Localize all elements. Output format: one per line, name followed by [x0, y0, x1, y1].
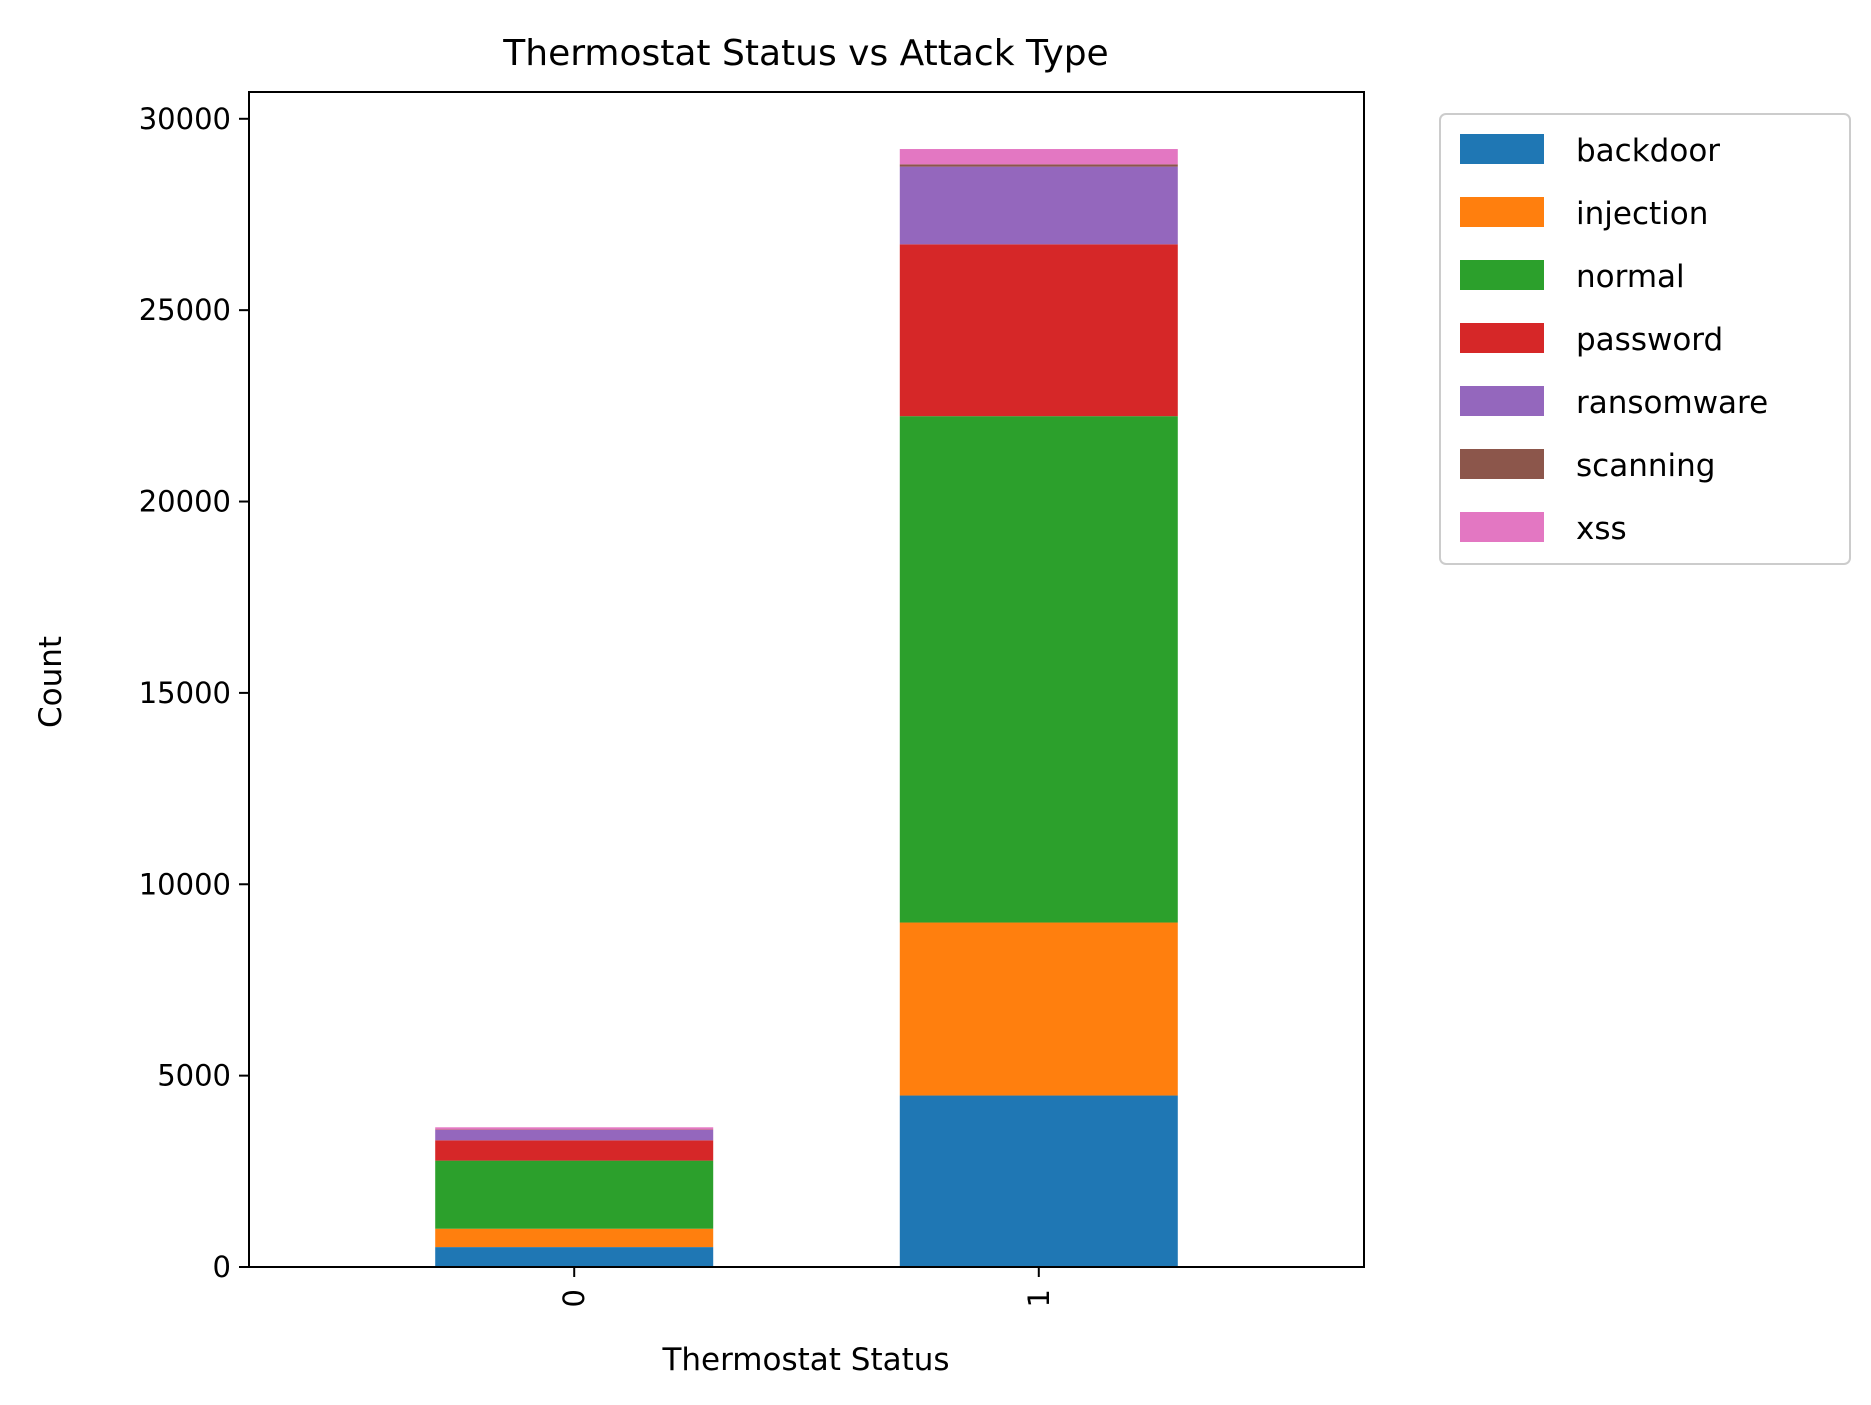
legend-label-normal: normal	[1576, 259, 1685, 295]
legend-swatch-scanning	[1460, 449, 1544, 479]
bar-ransomware-0	[435, 1129, 714, 1141]
legend-label-scanning: scanning	[1576, 448, 1715, 484]
legend-label-injection: injection	[1576, 196, 1708, 232]
chart-title: Thermostat Status vs Attack Type	[502, 33, 1108, 74]
bar-password-0	[435, 1140, 714, 1161]
legend-swatch-xss	[1460, 512, 1544, 542]
legend-label-backdoor: backdoor	[1576, 133, 1720, 169]
y-tick-label-15000: 15000	[139, 676, 231, 710]
y-tick-label-20000: 20000	[139, 485, 231, 519]
legend-label-xss: xss	[1576, 511, 1627, 547]
legend-swatch-ransomware	[1460, 386, 1544, 416]
bar-backdoor-1	[899, 1095, 1178, 1267]
bar-normal-1	[899, 416, 1178, 923]
legend-swatch-normal	[1460, 260, 1544, 290]
y-tick-label-0: 0	[213, 1250, 231, 1284]
legend-label-password: password	[1576, 322, 1723, 358]
y-tick-label-25000: 25000	[139, 293, 231, 327]
y-tick-label-30000: 30000	[139, 102, 231, 136]
bar-backdoor-0	[435, 1247, 714, 1267]
bar-ransomware-1	[899, 166, 1178, 245]
x-tick-label-0: 0	[557, 1289, 591, 1307]
bar-scanning-1	[899, 164, 1178, 167]
bar-xss-1	[899, 149, 1178, 165]
bar-password-1	[899, 244, 1178, 417]
y-axis-title: Count	[33, 636, 69, 728]
legend-swatch-backdoor	[1460, 134, 1544, 164]
y-axis: 0 5000 10000 15000 20000 25000 30000	[139, 102, 249, 1284]
bars-layer	[435, 149, 1178, 1267]
plot-frame	[248, 91, 1365, 1268]
legend: backdoor injection normal password ransomwar…	[1439, 113, 1851, 565]
y-tick-label-5000: 5000	[157, 1059, 231, 1093]
x-axis-title: Thermostat Status	[661, 1342, 949, 1378]
legend-swatch-injection	[1460, 197, 1544, 227]
x-tick-label-1: 1	[1022, 1289, 1056, 1307]
legend-swatch-password	[1460, 323, 1544, 353]
bar-xss-0	[435, 1127, 714, 1130]
legend-label-ransomware: ransomware	[1576, 385, 1768, 421]
y-tick-label-10000: 10000	[139, 867, 231, 901]
bar-normal-0	[435, 1160, 714, 1229]
bar-injection-0	[435, 1228, 714, 1248]
bar-injection-1	[899, 922, 1178, 1096]
